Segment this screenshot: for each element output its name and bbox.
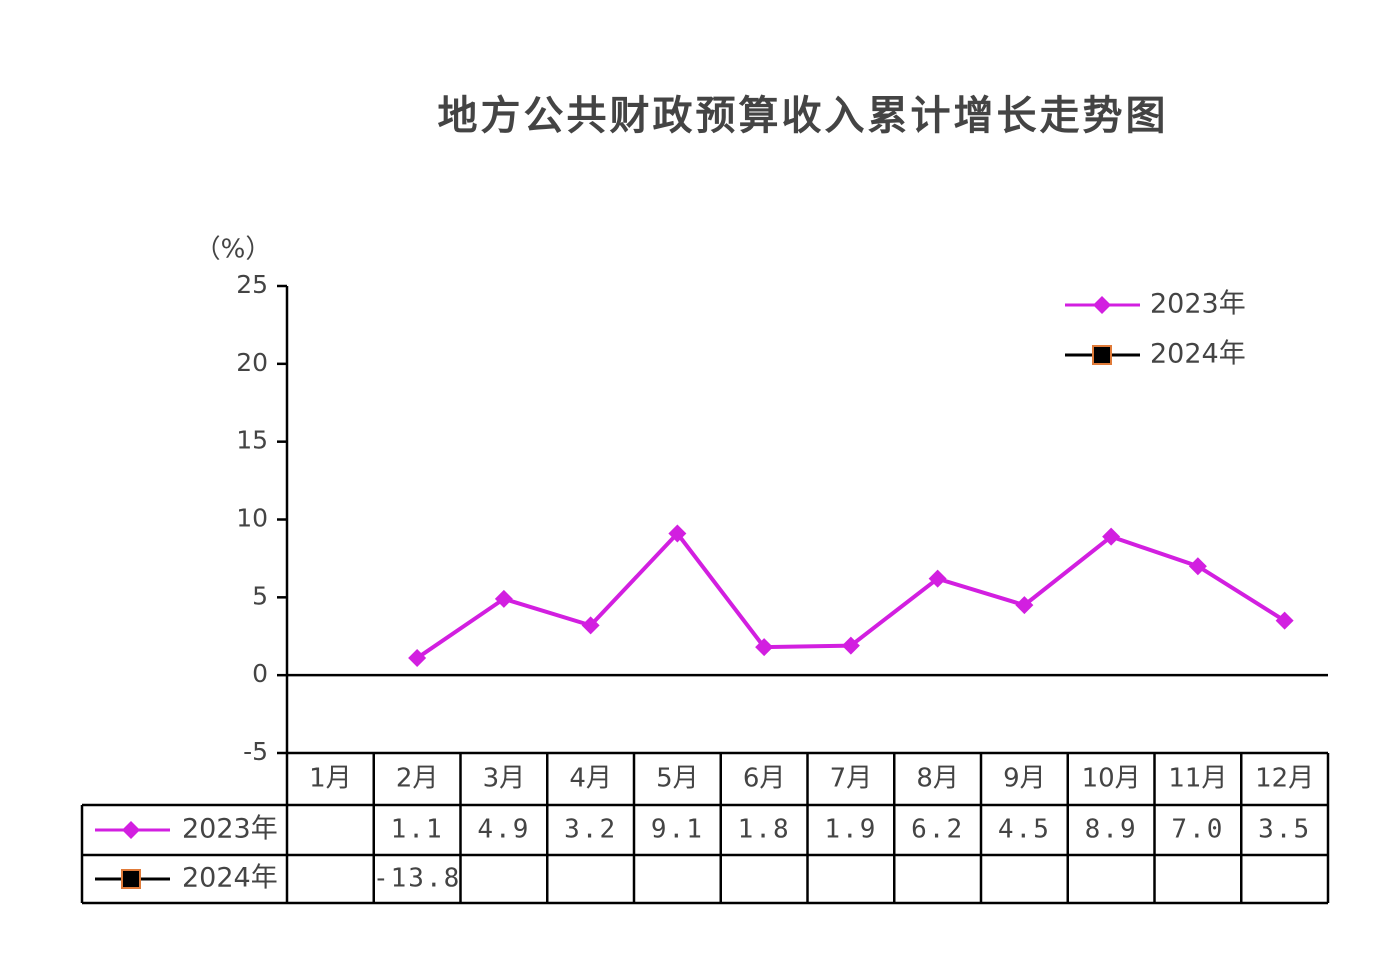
x-tick-label: 8月 [916, 764, 959, 794]
x-tick-label: 11月 [1168, 764, 1227, 794]
marker [928, 569, 947, 588]
table-value: 3.5 [1258, 815, 1311, 845]
table-value: 1.9 [824, 815, 877, 845]
y-tick-label: 15 [236, 426, 268, 455]
y-tick-label: 10 [236, 504, 268, 533]
marker [581, 616, 600, 635]
table-value: 8.9 [1085, 815, 1138, 845]
y-tick-label: 20 [236, 348, 268, 377]
table-value: 3.2 [564, 815, 617, 845]
table-row-label: 2023年 [182, 814, 278, 845]
marker [122, 821, 140, 839]
y-tick-label: 5 [252, 581, 268, 610]
marker [121, 869, 141, 889]
table-value: 4.5 [998, 815, 1051, 845]
table-value: 4.9 [477, 815, 530, 845]
y-tick-label: -5 [243, 737, 268, 766]
x-tick-label: 9月 [1003, 764, 1046, 794]
table-value: 9.1 [651, 815, 704, 845]
marker [1092, 345, 1112, 365]
marker [668, 524, 687, 543]
table-value: 6.2 [911, 815, 964, 845]
y-tick-label: 25 [236, 270, 268, 299]
marker [841, 636, 860, 655]
marker [1275, 611, 1294, 630]
marker [1093, 296, 1111, 314]
legend-label: 2023年 [1150, 289, 1246, 320]
table-value: 1.8 [738, 815, 791, 845]
x-tick-label: 2月 [396, 764, 439, 794]
x-tick-label: 1月 [309, 764, 352, 794]
legend-label: 2024年 [1150, 339, 1246, 370]
marker [1188, 557, 1207, 576]
table-value: 7.0 [1171, 815, 1224, 845]
y-unit: （%） [195, 235, 272, 265]
x-tick-label: 5月 [656, 764, 699, 794]
chart-title: 地方公共财政预算收入累计增长走势图 [438, 93, 1169, 139]
table-row-label: 2024年 [182, 863, 278, 894]
table-value: 1.1 [391, 815, 444, 845]
marker [494, 589, 513, 608]
x-tick-label: 4月 [569, 764, 612, 794]
marker [755, 638, 774, 657]
x-tick-label: 10月 [1082, 764, 1141, 794]
marker [1102, 527, 1121, 546]
marker [408, 649, 427, 668]
x-tick-label: 7月 [830, 764, 873, 794]
x-tick-label: 12月 [1255, 764, 1314, 794]
x-tick-label: 6月 [743, 764, 786, 794]
y-tick-label: 0 [252, 659, 268, 688]
plot-area [408, 524, 1294, 668]
x-tick-label: 3月 [483, 764, 526, 794]
table-value: -13.8 [373, 864, 461, 894]
marker [1015, 596, 1034, 615]
